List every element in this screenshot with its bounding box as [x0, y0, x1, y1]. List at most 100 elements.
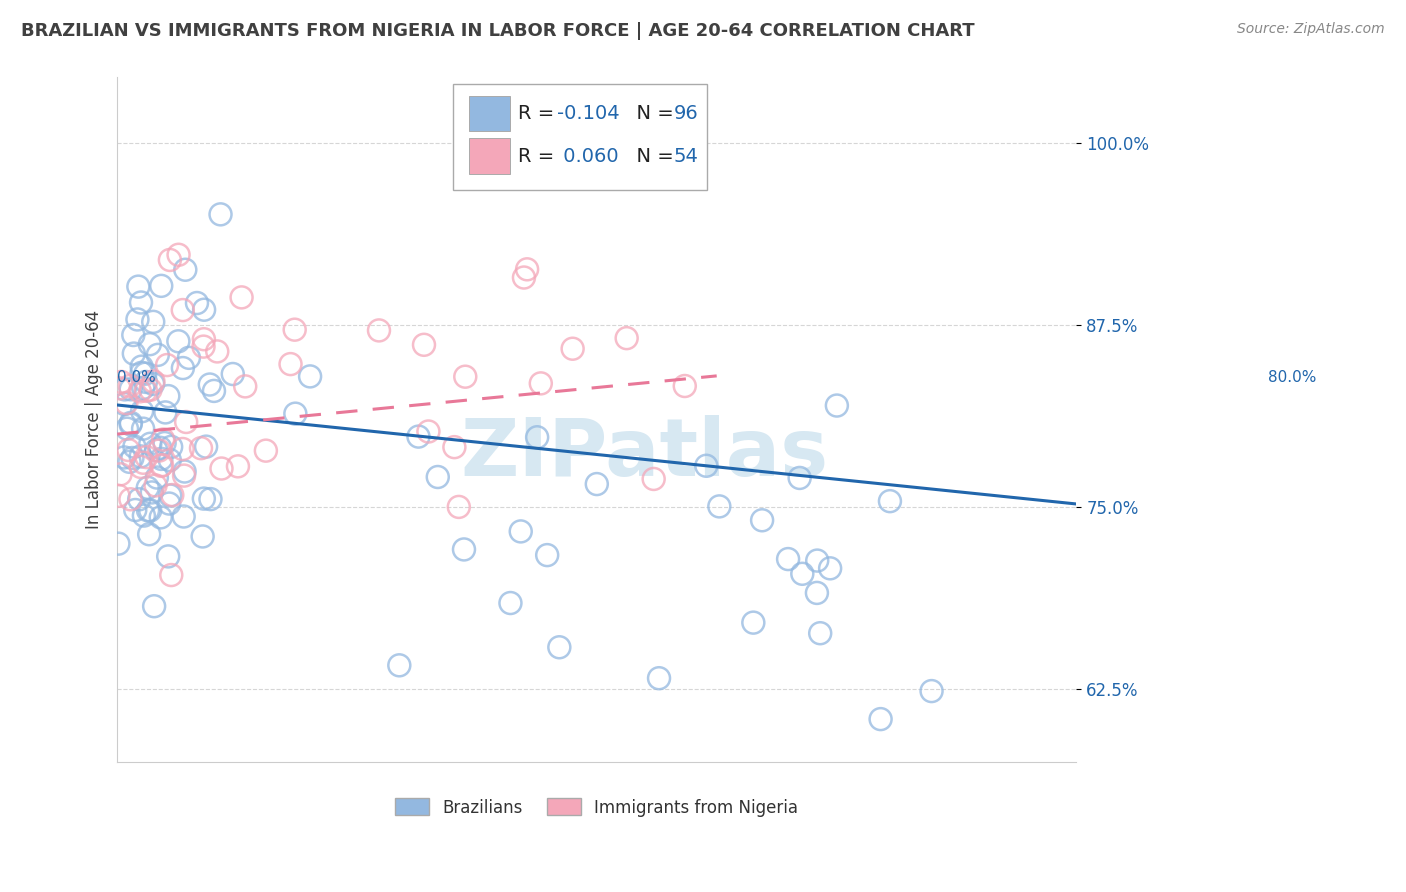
Text: N =: N =: [624, 104, 679, 123]
Point: [136, 481, 159, 495]
Point: [616, 331, 638, 345]
Point: [124, 503, 146, 517]
Point: [209, 207, 232, 221]
Point: [107, 489, 129, 503]
Point: [150, 451, 173, 466]
Point: [145, 478, 167, 492]
Point: [808, 626, 831, 640]
Text: N =: N =: [624, 146, 679, 166]
Point: [408, 429, 430, 443]
Point: [131, 359, 153, 374]
Point: [141, 485, 163, 500]
Point: [148, 443, 170, 458]
Point: [530, 376, 553, 391]
Point: [443, 440, 465, 454]
Point: [160, 440, 183, 454]
Point: [193, 302, 215, 317]
Point: [778, 552, 800, 566]
Point: [709, 500, 731, 514]
Point: [114, 397, 136, 411]
Legend: Brazilians, Immigrants from Nigeria: Brazilians, Immigrants from Nigeria: [389, 792, 804, 823]
Point: [172, 303, 194, 318]
Point: [200, 492, 222, 507]
Bar: [470, 96, 509, 131]
Point: [561, 342, 583, 356]
Point: [160, 568, 183, 582]
Point: [159, 488, 181, 502]
Point: [139, 383, 162, 397]
Point: [135, 450, 157, 464]
Point: [122, 346, 145, 360]
Text: Source: ZipAtlas.com: Source: ZipAtlas.com: [1237, 22, 1385, 37]
Point: [136, 503, 159, 517]
Point: [120, 416, 142, 430]
Point: [139, 437, 162, 451]
Point: [806, 553, 828, 567]
Point: [149, 441, 172, 455]
Point: [150, 458, 173, 472]
Point: [114, 383, 136, 397]
Point: [509, 524, 531, 539]
Point: [155, 405, 177, 419]
Point: [174, 262, 197, 277]
Point: [172, 442, 194, 456]
Point: [120, 382, 142, 396]
Text: ZIPatlas: ZIPatlas: [461, 415, 830, 492]
Text: 0.0%: 0.0%: [117, 370, 156, 385]
Point: [426, 470, 449, 484]
Point: [153, 436, 176, 450]
Point: [139, 337, 162, 351]
Point: [128, 384, 150, 399]
Point: [453, 542, 475, 557]
Point: [122, 328, 145, 343]
Point: [129, 295, 152, 310]
Point: [110, 467, 132, 482]
Point: [177, 351, 200, 365]
FancyBboxPatch shape: [453, 84, 707, 190]
Point: [695, 458, 717, 473]
Point: [121, 450, 143, 465]
Point: [157, 549, 180, 564]
Point: [207, 344, 229, 359]
Point: [156, 358, 179, 372]
Point: [172, 361, 194, 376]
Point: [284, 407, 307, 421]
Point: [127, 279, 149, 293]
Point: [742, 615, 765, 630]
Text: 0.060: 0.060: [557, 146, 619, 166]
Point: [146, 348, 169, 362]
Point: [643, 472, 665, 486]
Point: [368, 323, 391, 337]
Point: [152, 433, 174, 447]
Point: [118, 379, 141, 393]
Point: [124, 440, 146, 454]
Point: [134, 367, 156, 381]
Point: [516, 262, 538, 277]
Point: [222, 367, 245, 381]
Point: [193, 332, 215, 346]
Point: [118, 455, 141, 469]
Text: R =: R =: [519, 146, 561, 166]
Point: [142, 315, 165, 329]
Point: [129, 450, 152, 464]
Point: [548, 640, 571, 655]
Text: BRAZILIAN VS IMMIGRANTS FROM NIGERIA IN LABOR FORCE | AGE 20-64 CORRELATION CHAR: BRAZILIAN VS IMMIGRANTS FROM NIGERIA IN …: [21, 22, 974, 40]
Point: [162, 488, 184, 502]
Point: [231, 290, 253, 304]
Y-axis label: In Labor Force | Age 20-64: In Labor Force | Age 20-64: [86, 310, 103, 529]
Point: [120, 492, 142, 507]
Point: [138, 527, 160, 541]
Point: [112, 450, 135, 465]
Point: [673, 379, 696, 393]
Point: [159, 453, 181, 467]
Point: [585, 477, 607, 491]
Point: [132, 422, 155, 436]
Point: [167, 334, 190, 349]
Point: [598, 168, 620, 182]
Point: [284, 323, 307, 337]
Point: [789, 471, 811, 485]
Point: [135, 384, 157, 398]
Point: [536, 548, 558, 562]
Point: [526, 430, 548, 444]
Point: [143, 599, 166, 614]
